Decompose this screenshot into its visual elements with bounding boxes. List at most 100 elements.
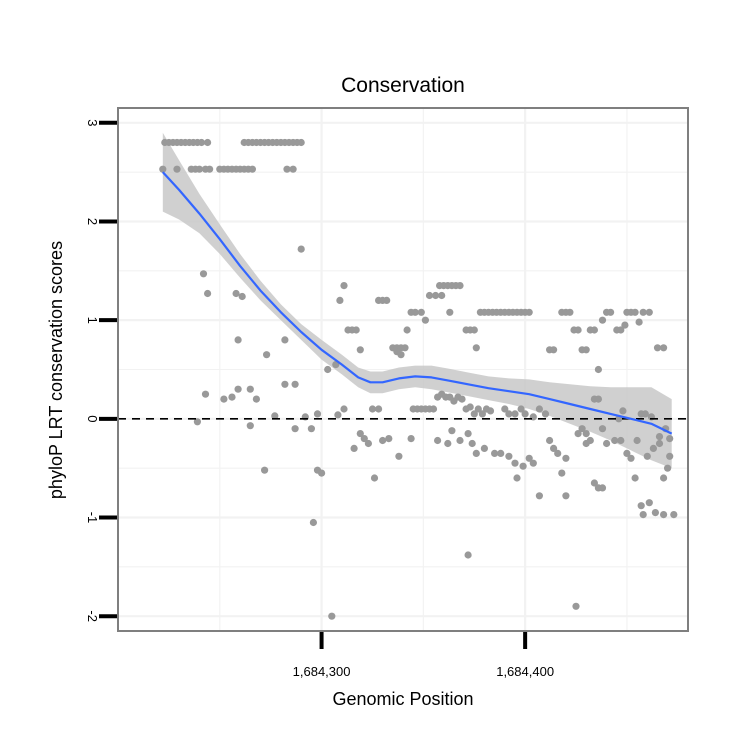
data-point — [448, 427, 456, 435]
data-point — [228, 393, 236, 401]
data-point — [356, 430, 364, 438]
x-axis: 1,684,300 1,684,400 — [293, 632, 554, 679]
y-tick-label: -2 — [85, 610, 100, 622]
data-point — [511, 410, 519, 418]
data-point — [501, 405, 509, 413]
data-point — [283, 165, 291, 173]
data-point — [313, 410, 322, 418]
data-point — [271, 412, 279, 420]
data-point — [199, 270, 208, 278]
data-point — [607, 308, 615, 316]
data-point — [403, 326, 411, 334]
data-point — [340, 282, 348, 290]
y-tick-label: 2 — [85, 218, 100, 225]
data-point — [598, 316, 607, 324]
data-point — [421, 316, 429, 324]
data-point — [309, 518, 317, 527]
data-point — [535, 405, 544, 413]
data-point — [336, 296, 344, 304]
data-point — [649, 444, 658, 452]
data-point — [655, 433, 664, 441]
data-point — [281, 380, 289, 388]
data-point — [617, 436, 625, 445]
data-point — [201, 390, 210, 398]
data-point — [432, 291, 440, 300]
data-point — [566, 308, 574, 316]
data-point — [397, 351, 405, 359]
y-tick-label: 3 — [85, 119, 100, 126]
data-point — [368, 405, 377, 413]
data-point — [603, 439, 611, 448]
data-point — [472, 449, 480, 457]
data-point — [631, 308, 639, 316]
data-point — [655, 439, 664, 448]
data-point — [248, 165, 256, 173]
data-point — [407, 435, 415, 443]
data-point — [204, 289, 212, 298]
data-point — [660, 510, 668, 519]
data-point — [478, 410, 486, 418]
data-point — [664, 464, 672, 472]
data-point — [429, 405, 438, 413]
data-point — [395, 452, 403, 460]
data-point — [541, 410, 550, 418]
data-point — [246, 385, 254, 393]
data-point — [517, 405, 525, 413]
data-point — [263, 351, 271, 359]
data-point — [645, 499, 653, 507]
data-point — [574, 326, 582, 334]
data-point — [291, 380, 299, 388]
smooth-line-layer — [161, 171, 673, 435]
data-point — [297, 245, 305, 253]
data-point — [598, 484, 607, 492]
data-point — [464, 430, 472, 438]
data-point — [470, 326, 478, 334]
data-point — [352, 326, 360, 334]
data-point — [411, 308, 419, 316]
data-point — [232, 289, 240, 298]
data-point — [582, 430, 590, 438]
data-point — [666, 452, 674, 460]
data-point — [291, 425, 299, 433]
data-point — [458, 395, 466, 403]
data-point — [173, 165, 181, 173]
data-point — [525, 308, 533, 316]
data-point — [385, 435, 393, 443]
data-point — [340, 405, 348, 413]
data-point — [645, 308, 653, 316]
data-point — [558, 469, 566, 477]
data-point — [639, 308, 647, 316]
data-point — [334, 411, 342, 419]
points-layer — [159, 138, 678, 620]
x-tick-label: 1,684,300 — [293, 664, 351, 679]
data-point — [364, 439, 372, 448]
data-point — [637, 502, 645, 510]
data-point — [464, 551, 472, 559]
data-point — [289, 165, 297, 173]
data-point — [562, 454, 570, 462]
data-point — [281, 336, 289, 344]
data-point — [590, 479, 599, 487]
data-point — [234, 385, 242, 393]
data-point — [383, 296, 391, 304]
data-point — [594, 395, 603, 403]
data-point — [234, 336, 242, 344]
data-point — [195, 165, 203, 173]
data-point — [598, 425, 607, 433]
data-point — [627, 454, 635, 462]
data-point — [643, 452, 651, 460]
data-point — [370, 474, 379, 482]
data-point — [497, 449, 505, 457]
data-point — [554, 449, 562, 457]
data-point — [611, 436, 619, 445]
data-point — [574, 430, 582, 438]
chart-title: Conservation — [341, 74, 465, 97]
data-point — [635, 318, 643, 326]
data-point — [535, 492, 544, 500]
data-point — [238, 292, 246, 301]
data-point — [206, 165, 214, 173]
confidence-ribbon-layer — [162, 132, 672, 469]
data-point — [550, 444, 558, 452]
data-point — [220, 395, 228, 403]
data-point — [438, 291, 446, 300]
